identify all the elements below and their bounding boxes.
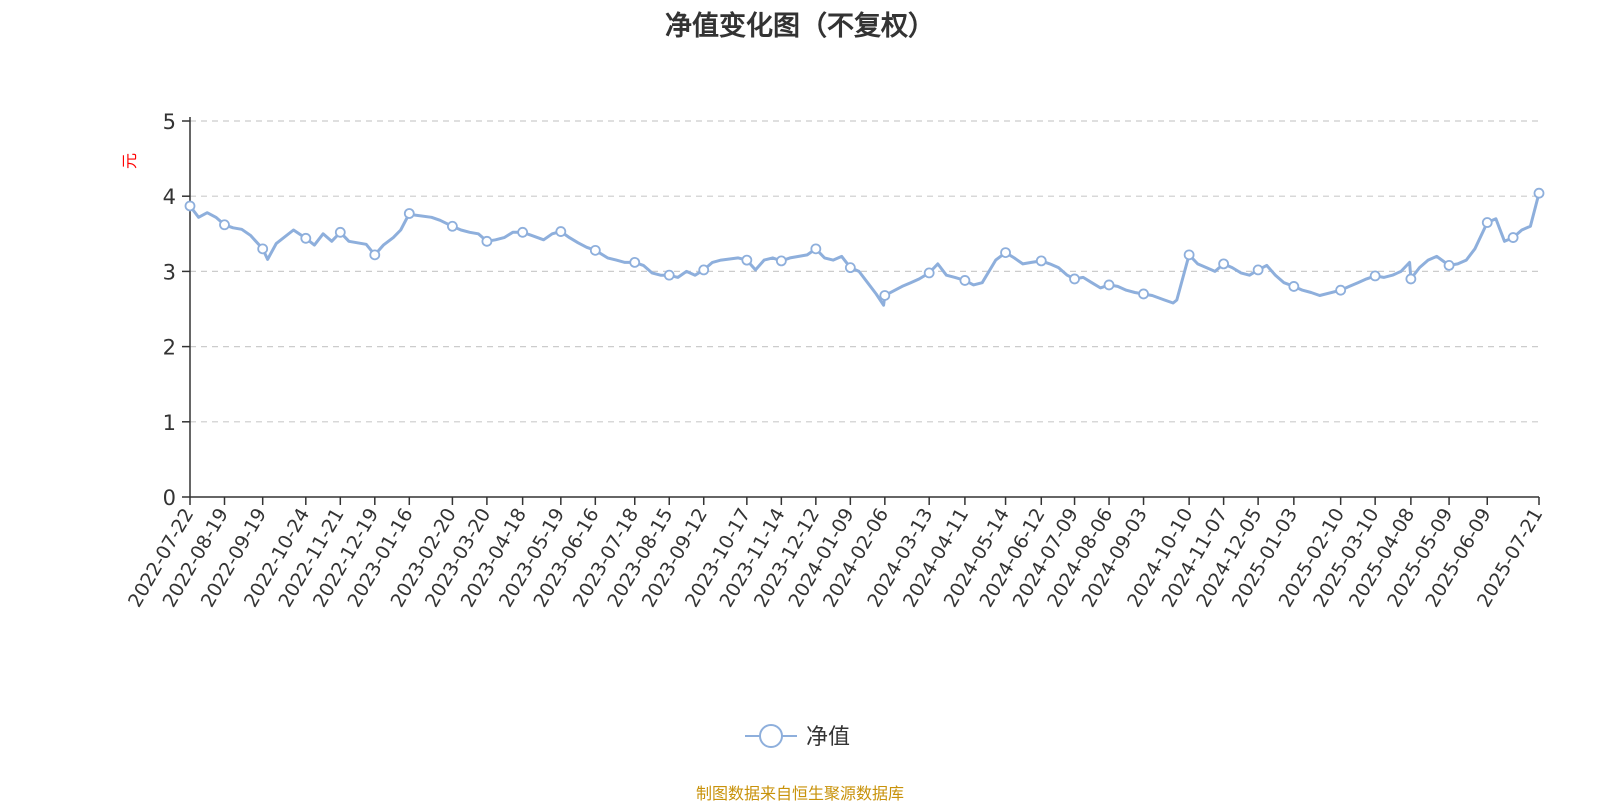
data-point [663,269,675,281]
data-point [775,255,787,267]
data-point [923,267,935,279]
data-point [1335,284,1347,296]
data-point [1405,273,1417,285]
series-layer [184,187,1545,307]
legend-label: 净值 [806,725,850,750]
data-point [1218,258,1230,270]
data-point [1443,259,1455,271]
data-point [741,254,753,266]
grid-lines [190,120,1539,423]
y-tick-label: 2 [163,336,176,360]
data-point [1481,217,1493,228]
y-tick-label: 0 [163,486,176,510]
data-point [403,208,415,219]
data-point [959,275,971,286]
data-point [810,243,822,255]
data-point [369,249,381,261]
data-point [447,220,458,232]
data-point [300,232,312,244]
data-point [879,290,891,301]
data-point [589,244,601,256]
legend[interactable]: 净值 [745,724,850,750]
y-tick-label: 3 [163,260,176,284]
data-point [481,235,493,247]
data-point [1103,279,1115,291]
data-point [698,264,710,276]
data-point [517,226,529,238]
data-point [629,256,641,268]
data-point [1000,247,1011,259]
y-tick-label: 4 [163,185,176,209]
legend-marker-icon [759,724,783,748]
y-axis: 0 1 2 3 4 5 [163,110,191,510]
data-point [1183,249,1195,261]
data-point [1035,255,1047,267]
data-point [1138,288,1149,300]
data-point [1069,273,1080,285]
data-point [1369,270,1381,282]
x-axis: 2022-07-222022-08-192022-09-192022-10-24… [124,496,1547,611]
y-tick-label: 5 [163,110,176,134]
data-point [844,262,856,274]
data-point [334,226,346,238]
data-point [1252,264,1264,276]
data-point [257,243,269,255]
data-point [1288,281,1300,292]
data-point [1533,187,1545,199]
data-point [219,219,230,231]
data-point [184,200,196,212]
y-tick-label: 1 [163,411,176,435]
data-point [1507,232,1519,243]
chart-title: 净值变化图（不复权） [665,11,935,42]
y-axis-label: 元 [120,153,139,169]
data-point [555,226,567,237]
source-note: 制图数据来自恒生聚源数据库 [695,784,904,803]
